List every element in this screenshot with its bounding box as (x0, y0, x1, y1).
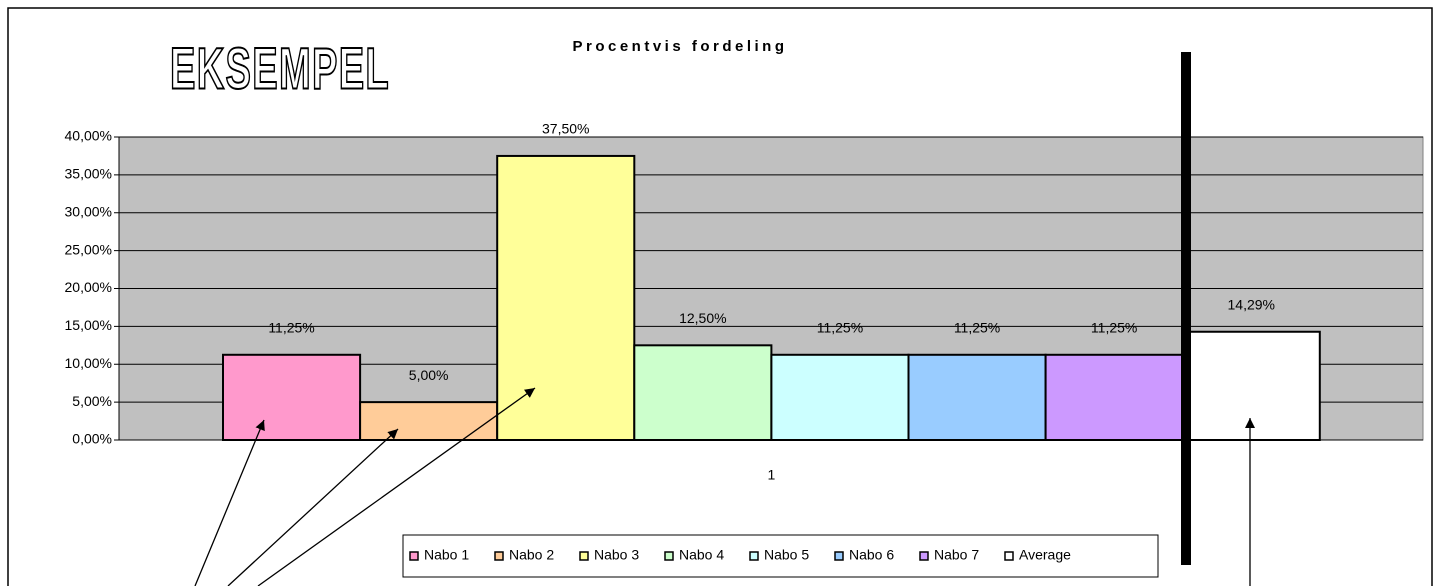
legend-label: Nabo 2 (509, 547, 554, 563)
stamp-annotation: EKSEMPEL (170, 36, 390, 101)
legend-swatch (494, 551, 504, 561)
legend-label: Nabo 7 (934, 547, 979, 563)
chart-title: Procentvis fordeling (572, 38, 787, 55)
legend-swatch (919, 551, 929, 561)
legend-swatch (749, 551, 759, 561)
data-label: 14,29% (1228, 296, 1275, 312)
y-tick-label: 15,00% (65, 317, 112, 333)
y-tick-label: 25,00% (65, 241, 112, 257)
legend-label: Average (1019, 547, 1071, 563)
legend-swatch (579, 551, 589, 561)
bar (633, 344, 773, 441)
y-tick-label: 5,00% (72, 393, 112, 409)
y-tick-label: 40,00% (65, 128, 112, 144)
data-label: 37,50% (542, 121, 589, 137)
legend-swatch (1004, 551, 1014, 561)
legend-label: Nabo 1 (424, 547, 469, 563)
bar (907, 353, 1047, 441)
bar (1044, 353, 1184, 441)
legend-box (402, 534, 1159, 578)
y-tick-label: 35,00% (65, 166, 112, 182)
legend-swatch (664, 551, 674, 561)
x-tick-label: 1 (768, 467, 776, 483)
data-label: 11,25% (954, 319, 1000, 335)
data-label: 11,25% (1091, 319, 1137, 335)
data-label: 11,25% (817, 319, 863, 335)
legend-label: Nabo 6 (849, 547, 894, 563)
arrows (194, 387, 1255, 586)
y-tick-label: 30,00% (65, 203, 112, 219)
y-tick-label: 0,00% (72, 431, 112, 447)
arrow (257, 387, 536, 586)
y-tick-label: 10,00% (65, 355, 112, 371)
arrow (194, 419, 265, 586)
bar (770, 353, 910, 441)
data-label: 5,00% (409, 367, 449, 383)
legend-swatch (834, 551, 844, 561)
bar (222, 353, 362, 441)
legend-label: Nabo 5 (764, 547, 809, 563)
bar (1181, 330, 1321, 441)
legend-label: Nabo 3 (594, 547, 639, 563)
legend-swatch (409, 551, 419, 561)
data-label: 12,50% (679, 310, 726, 326)
bar (359, 401, 499, 441)
data-label: 11,25% (268, 319, 314, 335)
y-tick-label: 20,00% (65, 279, 112, 295)
bar (496, 154, 636, 441)
arrow (227, 428, 399, 586)
legend-label: Nabo 4 (679, 547, 724, 563)
